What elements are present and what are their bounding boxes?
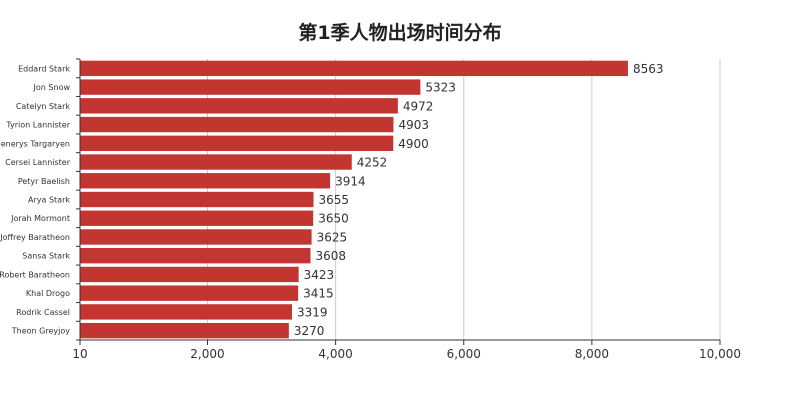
bar [80, 304, 292, 320]
value-label: 4252 [357, 156, 388, 170]
x-tick-label: 10 [72, 347, 87, 361]
bar [80, 79, 421, 95]
value-label: 3423 [304, 268, 335, 282]
bar [80, 98, 398, 114]
chart-title: 第1季人物出场时间分布 [298, 22, 502, 44]
value-label: 8563 [633, 62, 664, 76]
value-label: 4900 [398, 137, 429, 151]
value-label: 4903 [398, 118, 429, 132]
bar [80, 60, 628, 77]
axes [76, 58, 721, 345]
x-tick-label: 6,000 [447, 347, 481, 361]
bar [80, 116, 394, 133]
category-label: Robert Baratheon [0, 270, 70, 279]
x-tick-label: 2,000 [190, 347, 224, 361]
category-label: Theon Greyjoy [11, 327, 70, 336]
category-label: Arya Stark [28, 196, 70, 205]
x-tick-label: 4,000 [318, 347, 352, 361]
category-label: Daenerys Targaryen [0, 139, 70, 148]
category-label: Tyrion Lannister [5, 121, 70, 130]
value-label: 3319 [297, 305, 328, 319]
category-label: Khal Drogo [26, 289, 70, 298]
bars [80, 60, 628, 339]
value-label: 3625 [317, 230, 348, 244]
labels: 8563 Eddard Stark 5323 Jon Snow 4972 Catelyn … [0, 62, 741, 361]
category-label: Cersei Lannister [5, 158, 71, 167]
category-label: Rodrik Cassel [16, 308, 70, 317]
category-label: Jon Snow [33, 83, 71, 92]
value-label: 3415 [303, 287, 334, 301]
bar [80, 191, 314, 208]
value-label: 5323 [425, 81, 456, 95]
bar [80, 248, 311, 264]
bar [80, 285, 299, 301]
bar [80, 173, 331, 189]
category-label: Sansa Stark [22, 252, 70, 261]
bar [80, 266, 299, 283]
bar [80, 322, 289, 339]
value-label: 3608 [316, 249, 347, 263]
bar [80, 229, 312, 245]
value-label: 3914 [335, 174, 366, 188]
bar [80, 154, 352, 170]
bar [80, 135, 394, 151]
category-label: Eddard Stark [18, 64, 70, 73]
value-label: 3270 [294, 324, 325, 338]
category-label: Catelyn Stark [16, 102, 71, 111]
value-label: 3655 [319, 193, 350, 207]
x-tick-label: 10,000 [699, 347, 741, 361]
value-label: 4972 [403, 99, 434, 113]
bar [80, 210, 314, 226]
category-label: Petyr Baelish [18, 177, 70, 186]
x-tick-label: 8,000 [575, 347, 609, 361]
category-label: Jorah Mormont [10, 214, 70, 223]
category-label: Joffrey Baratheon [0, 233, 70, 242]
value-label: 3650 [318, 212, 349, 226]
